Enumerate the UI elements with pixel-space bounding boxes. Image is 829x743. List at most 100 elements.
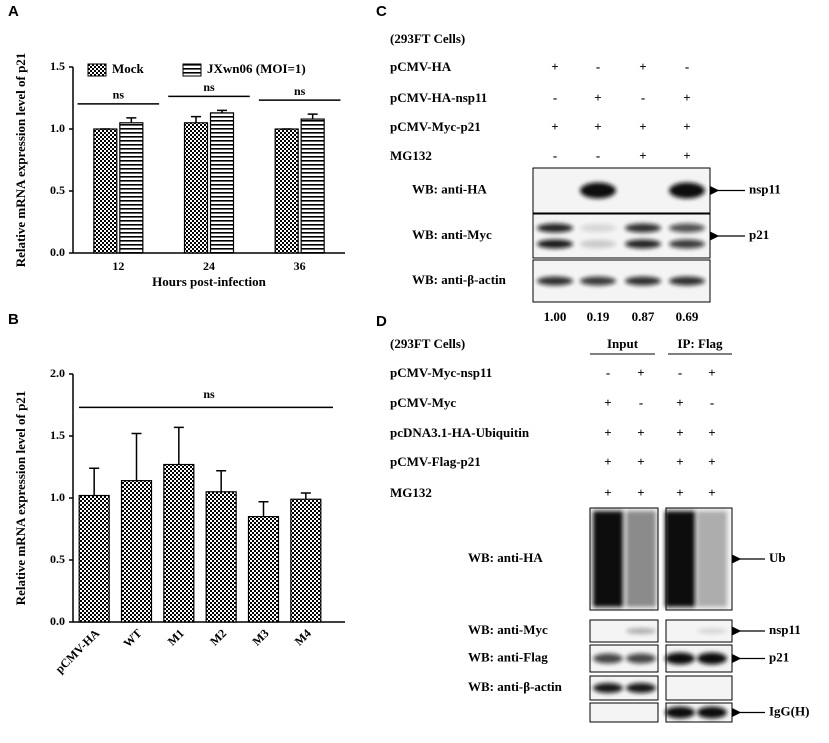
cell-line: (293FT Cells)	[390, 31, 465, 46]
condition-sign: -	[639, 395, 643, 410]
y-axis-label: Relative mRNA expression level of p21	[13, 391, 28, 606]
condition-label: pcDNA3.1-HA-Ubiquitin	[390, 425, 530, 440]
error-bar	[217, 109, 227, 113]
significance-label: ns	[203, 80, 215, 94]
condition-sign: +	[708, 485, 715, 500]
significance-label: ns	[203, 387, 215, 401]
arrow-label: nsp11	[769, 622, 801, 637]
blot-smear	[665, 511, 695, 607]
blot-smear	[593, 511, 623, 607]
blot-band	[665, 652, 695, 665]
error-bar	[258, 500, 269, 517]
quantification: 1.00	[544, 309, 567, 324]
condition-sign: +	[639, 148, 646, 163]
blot-frame	[665, 675, 733, 701]
condition-sign: +	[604, 395, 611, 410]
bar	[209, 112, 235, 254]
y-tick-label: 0.5	[50, 183, 65, 197]
significance-label: ns	[294, 84, 306, 98]
blot-band	[626, 653, 656, 664]
legend-swatch	[182, 63, 202, 77]
condition-sign: +	[604, 425, 611, 440]
bar	[119, 122, 144, 254]
blot-label: WB: anti-β-actin	[468, 679, 563, 694]
error-bar	[131, 432, 142, 481]
x-tick-label: M1	[165, 626, 187, 648]
error-bar	[191, 115, 201, 123]
condition-label: pCMV-HA-nsp11	[390, 90, 487, 105]
condition-sign: -	[596, 148, 600, 163]
blot-band	[697, 628, 727, 634]
legend-label: JXwn06 (MOI=1)	[207, 61, 306, 76]
condition-sign: +	[676, 454, 683, 469]
bar	[163, 463, 195, 623]
bar	[78, 494, 110, 623]
blot-frame	[532, 213, 711, 259]
y-tick-label: 0.5	[50, 552, 65, 566]
x-tick-label: WT	[121, 626, 145, 650]
blot-smear	[626, 511, 656, 607]
condition-sign: +	[604, 485, 611, 500]
bar	[93, 128, 118, 254]
blot-band	[697, 652, 727, 665]
blot-label: WB: anti-Myc	[412, 227, 492, 242]
condition-sign: -	[685, 59, 689, 74]
condition-sign: -	[596, 59, 600, 74]
error-bar	[126, 117, 137, 123]
condition-sign: +	[708, 454, 715, 469]
condition-sign: +	[637, 365, 644, 380]
condition-sign: +	[683, 90, 690, 105]
x-tick-label: pCMV-HA	[52, 626, 102, 676]
significance-label: ns	[113, 88, 125, 102]
condition-sign: +	[637, 454, 644, 469]
blot-band	[669, 182, 705, 199]
arrow-label: p21	[769, 649, 789, 664]
x-tick-label: 36	[294, 259, 306, 273]
condition-sign: +	[594, 90, 601, 105]
bar	[120, 480, 153, 623]
condition-sign: +	[676, 425, 683, 440]
condition-label: pCMV-HA	[390, 59, 452, 74]
blot-band	[669, 223, 705, 233]
legend-swatch	[87, 63, 107, 77]
blot-band	[580, 182, 616, 199]
blot-band	[625, 223, 661, 233]
bar	[205, 491, 237, 623]
quantification: 0.19	[587, 309, 610, 324]
blot-band	[580, 224, 616, 232]
panel-label: D	[376, 313, 387, 330]
blot-band	[593, 683, 623, 693]
condition-label: pCMV-Flag-p21	[390, 454, 481, 469]
blot-band	[580, 276, 616, 286]
y-tick-label: 1.5	[50, 428, 65, 442]
blot-frame	[589, 619, 659, 643]
arrow-label: Ub	[769, 550, 786, 565]
blot-band	[537, 239, 573, 249]
blot-band	[580, 240, 616, 248]
condition-label: pCMV-Myc-p21	[390, 119, 481, 134]
quantification: 0.69	[676, 309, 699, 324]
blot-band	[537, 223, 573, 233]
condition-sign: +	[683, 119, 690, 134]
condition-sign: +	[594, 119, 601, 134]
panel-label: C	[376, 3, 387, 20]
blot-band	[665, 706, 695, 719]
condition-sign: +	[604, 454, 611, 469]
arrow-label: p21	[749, 227, 769, 242]
y-axis-label: Relative mRNA expression level of p21	[13, 53, 28, 268]
condition-label: pCMV-Myc-nsp11	[390, 365, 492, 380]
blot-frame	[589, 702, 659, 723]
y-tick-label: 0.0	[50, 614, 65, 628]
condition-label: pCMV-Myc	[390, 395, 456, 410]
condition-sign: -	[641, 90, 645, 105]
y-tick-label: 1.0	[50, 490, 65, 504]
quantification: 0.87	[632, 309, 655, 324]
bar	[290, 498, 322, 623]
arrow-label: IgG(H)	[769, 703, 809, 718]
group-header: Input	[607, 336, 639, 351]
condition-sign: +	[708, 365, 715, 380]
blot-smear	[697, 511, 727, 607]
condition-sign: +	[551, 119, 558, 134]
condition-sign: +	[676, 395, 683, 410]
condition-sign: +	[637, 485, 644, 500]
